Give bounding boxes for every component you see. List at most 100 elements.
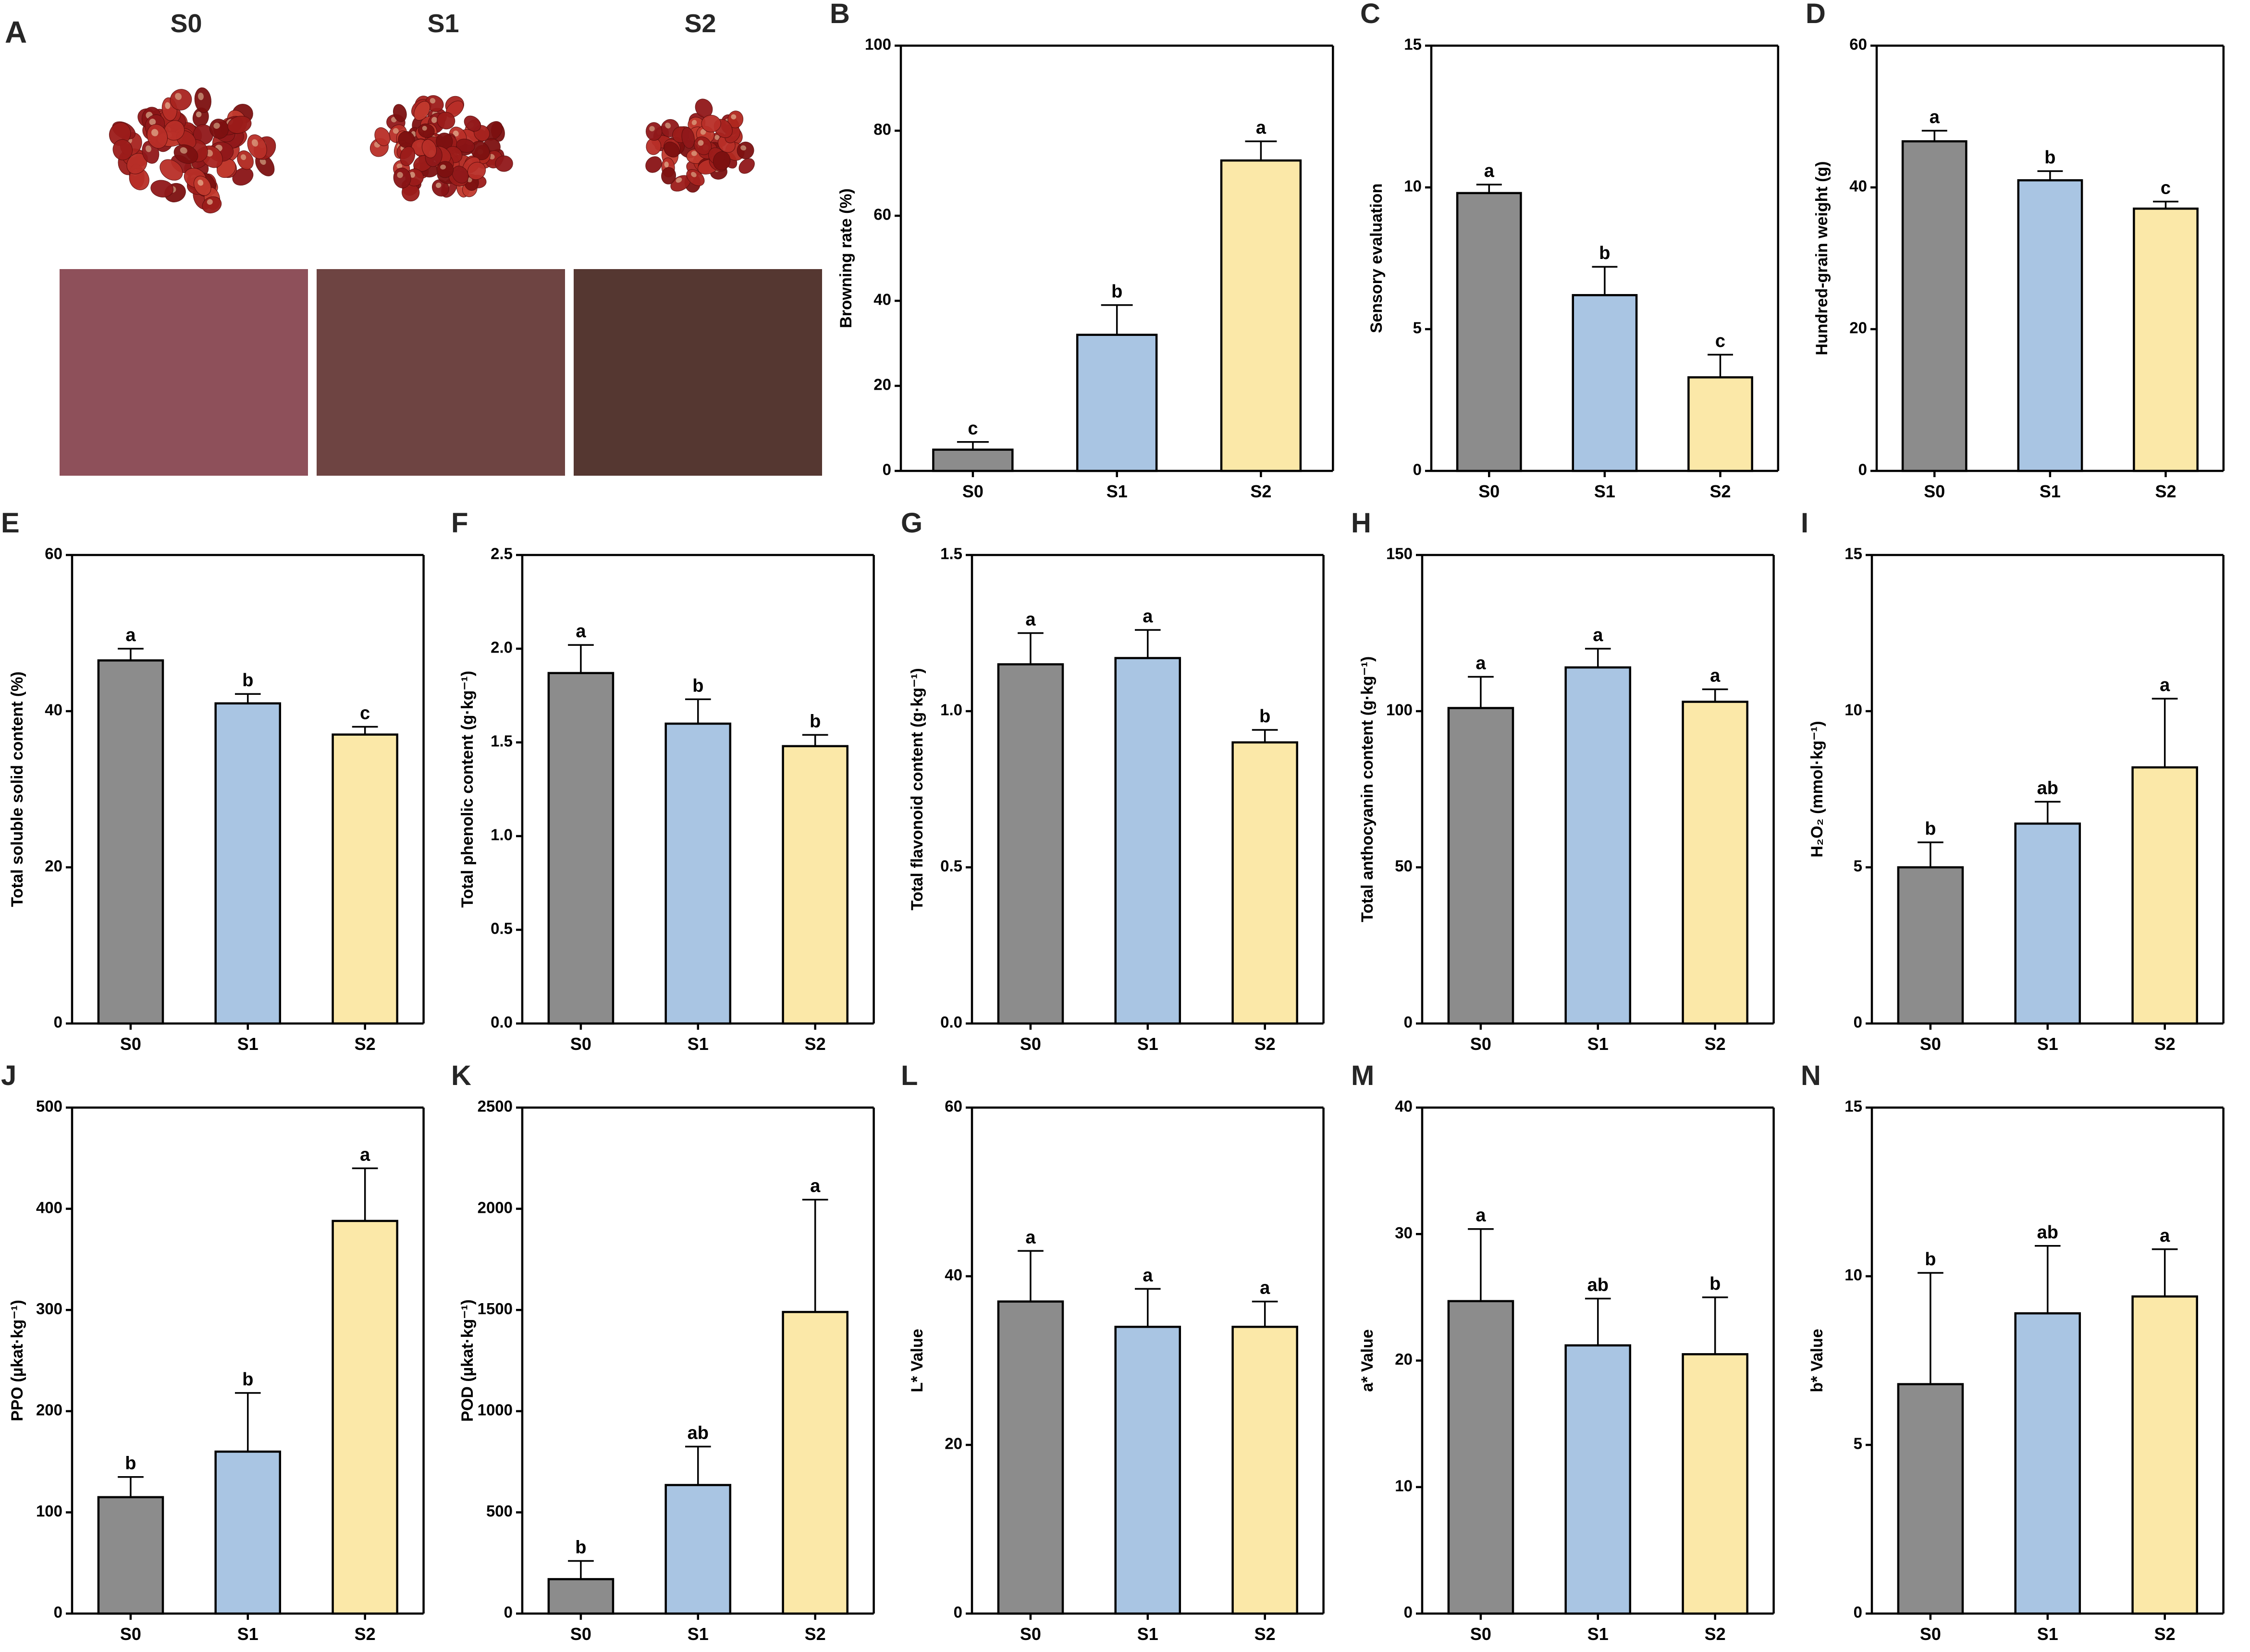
svg-text:c: c xyxy=(360,703,370,724)
svg-text:a: a xyxy=(2160,675,2171,695)
svg-text:S2: S2 xyxy=(804,1034,825,1054)
svg-text:200: 200 xyxy=(36,1401,62,1419)
svg-text:0: 0 xyxy=(883,461,891,479)
svg-text:b: b xyxy=(1599,243,1611,263)
svg-text:60: 60 xyxy=(873,206,891,223)
svg-text:b: b xyxy=(242,670,253,690)
svg-text:S2: S2 xyxy=(2155,481,2176,501)
svg-text:b: b xyxy=(1925,819,1936,839)
svg-text:S2: S2 xyxy=(1704,1624,1725,1644)
svg-text:20: 20 xyxy=(45,857,62,875)
svg-text:S1: S1 xyxy=(2037,1034,2058,1054)
svg-text:20: 20 xyxy=(873,376,891,394)
svg-text:S1: S1 xyxy=(687,1034,708,1054)
svg-text:20: 20 xyxy=(1395,1350,1413,1368)
svg-text:J: J xyxy=(1,1062,16,1091)
svg-text:0: 0 xyxy=(54,1603,62,1621)
svg-text:20: 20 xyxy=(945,1435,962,1453)
svg-text:60: 60 xyxy=(1849,36,1867,53)
svg-text:S2: S2 xyxy=(2154,1624,2176,1644)
svg-text:M: M xyxy=(1351,1062,1374,1091)
svg-text:2.5: 2.5 xyxy=(491,545,513,563)
svg-text:S2: S2 xyxy=(355,1034,376,1054)
svg-text:S0: S0 xyxy=(1920,1034,1941,1054)
svg-text:H: H xyxy=(1351,509,1371,539)
svg-text:0: 0 xyxy=(1858,461,1867,479)
svg-text:S2: S2 xyxy=(1250,481,1271,501)
svg-text:100: 100 xyxy=(1386,701,1413,719)
svg-text:1.0: 1.0 xyxy=(491,826,513,844)
svg-text:b* Value: b* Value xyxy=(1808,1329,1826,1392)
svg-text:S1: S1 xyxy=(687,1624,708,1644)
svg-text:a: a xyxy=(1143,606,1153,627)
svg-text:15: 15 xyxy=(1845,545,1863,563)
svg-text:S0: S0 xyxy=(1920,1624,1941,1644)
svg-text:c: c xyxy=(1715,331,1725,351)
svg-text:1000: 1000 xyxy=(477,1401,512,1419)
svg-text:L: L xyxy=(901,1062,918,1091)
svg-text:1500: 1500 xyxy=(477,1300,512,1318)
svg-text:0: 0 xyxy=(1413,461,1422,479)
svg-text:S0: S0 xyxy=(120,1624,141,1644)
svg-text:a: a xyxy=(1475,1206,1486,1226)
svg-text:C: C xyxy=(1360,0,1380,29)
svg-text:H₂O₂ (mmol·kg⁻¹): H₂O₂ (mmol·kg⁻¹) xyxy=(1808,721,1826,857)
svg-text:Total anthocyanin content (g·k: Total anthocyanin content (g·kg⁻¹) xyxy=(1358,656,1377,922)
svg-text:0: 0 xyxy=(1403,1603,1412,1621)
svg-text:a: a xyxy=(1593,625,1603,645)
svg-text:b: b xyxy=(1259,706,1270,727)
svg-text:400: 400 xyxy=(36,1198,62,1216)
svg-text:Total phenolic content (g·kg⁻¹: Total phenolic content (g·kg⁻¹) xyxy=(458,671,477,908)
svg-text:S1: S1 xyxy=(1107,481,1128,501)
svg-text:0: 0 xyxy=(54,1013,62,1031)
svg-text:ab: ab xyxy=(687,1423,708,1443)
svg-text:S1: S1 xyxy=(1587,1624,1609,1644)
svg-text:b: b xyxy=(1925,1249,1936,1270)
svg-text:a: a xyxy=(1930,107,1940,127)
svg-text:10: 10 xyxy=(1845,1266,1863,1284)
svg-text:a* Value: a* Value xyxy=(1358,1329,1377,1392)
svg-text:500: 500 xyxy=(36,1097,62,1115)
svg-text:a: a xyxy=(1256,118,1266,138)
svg-text:a: a xyxy=(1475,653,1486,674)
svg-text:S1: S1 xyxy=(1594,481,1615,501)
svg-text:Total flavonoid content (g·kg⁻: Total flavonoid content (g·kg⁻¹) xyxy=(908,668,926,910)
svg-text:100: 100 xyxy=(865,36,891,53)
svg-text:40: 40 xyxy=(1849,177,1867,195)
svg-text:a: a xyxy=(2160,1226,2171,1246)
svg-text:S0: S0 xyxy=(962,481,984,501)
svg-text:100: 100 xyxy=(36,1502,62,1520)
svg-text:15: 15 xyxy=(1404,36,1422,53)
svg-text:b: b xyxy=(242,1369,253,1390)
svg-text:E: E xyxy=(1,509,20,539)
svg-text:a: a xyxy=(1710,666,1721,686)
svg-text:I: I xyxy=(1801,509,1808,539)
svg-text:80: 80 xyxy=(873,121,891,138)
svg-text:0: 0 xyxy=(1854,1603,1862,1621)
svg-text:b: b xyxy=(692,676,703,696)
svg-text:a: a xyxy=(1026,1227,1036,1247)
svg-text:5: 5 xyxy=(1854,1435,1862,1453)
svg-text:Hundred-grain weight (g): Hundred-grain weight (g) xyxy=(1813,161,1831,355)
svg-text:10: 10 xyxy=(1404,177,1422,195)
svg-text:30: 30 xyxy=(1395,1224,1413,1242)
svg-text:ab: ab xyxy=(1587,1275,1608,1295)
svg-text:10: 10 xyxy=(1395,1477,1413,1495)
svg-text:a: a xyxy=(1260,1278,1270,1298)
svg-text:S2: S2 xyxy=(2154,1034,2176,1054)
svg-text:S0: S0 xyxy=(570,1034,591,1054)
svg-text:b: b xyxy=(810,711,821,731)
svg-text:G: G xyxy=(901,509,922,539)
svg-text:ab: ab xyxy=(2037,1222,2058,1243)
svg-text:S0: S0 xyxy=(1020,1034,1041,1054)
svg-text:c: c xyxy=(968,419,978,439)
svg-text:500: 500 xyxy=(486,1502,513,1520)
svg-text:a: a xyxy=(1484,161,1495,181)
svg-text:S1: S1 xyxy=(2037,1624,2058,1644)
svg-text:0.5: 0.5 xyxy=(940,857,962,875)
svg-text:ab: ab xyxy=(2037,778,2058,798)
svg-text:0.0: 0.0 xyxy=(491,1013,513,1031)
svg-text:S2: S2 xyxy=(355,1624,376,1644)
svg-text:S0: S0 xyxy=(1470,1624,1491,1644)
svg-text:S0: S0 xyxy=(1470,1034,1491,1054)
